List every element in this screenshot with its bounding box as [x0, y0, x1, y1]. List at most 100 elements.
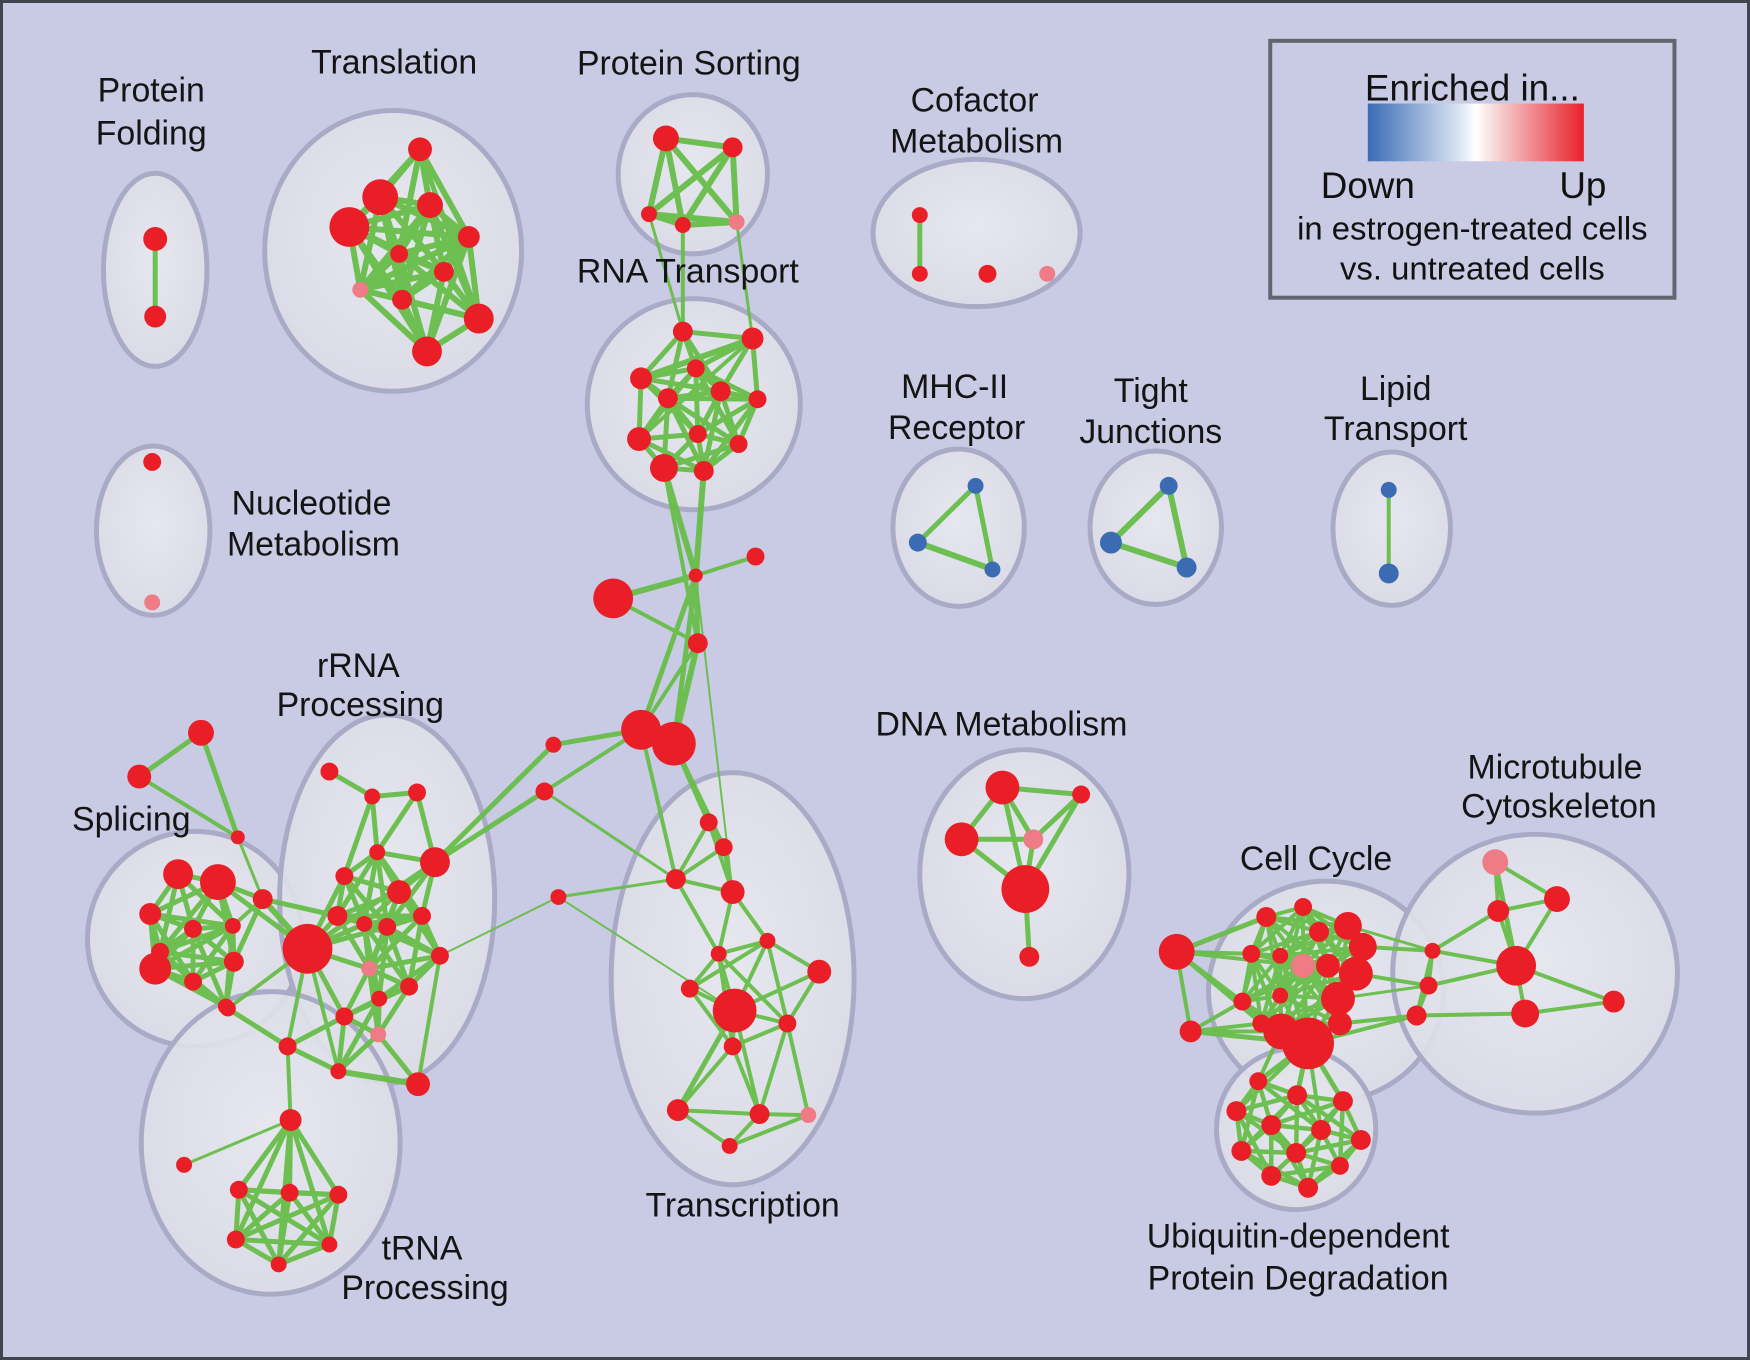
- network-node-tr-1[interactable]: [362, 179, 399, 216]
- network-node-cc-5[interactable]: [1333, 911, 1362, 940]
- network-node-cc-0[interactable]: [1158, 933, 1195, 970]
- network-node-cc-10[interactable]: [1316, 953, 1340, 978]
- network-node-tc-3[interactable]: [720, 880, 745, 905]
- network-node-rr-8[interactable]: [356, 915, 373, 932]
- network-node-tc-12[interactable]: [749, 1104, 770, 1125]
- network-node-ub-4[interactable]: [1261, 1115, 1282, 1135]
- network-node-ub-7[interactable]: [1231, 1140, 1252, 1161]
- network-node-bj-4[interactable]: [621, 709, 661, 750]
- network-node-sp-4[interactable]: [224, 917, 241, 934]
- network-node-ou-2[interactable]: [230, 830, 245, 845]
- network-node-cm-3[interactable]: [1039, 265, 1056, 282]
- network-node-rt-11[interactable]: [693, 460, 714, 481]
- network-node-tc-5[interactable]: [710, 945, 727, 962]
- network-node-tj-1[interactable]: [1100, 531, 1122, 554]
- network-node-ps-0[interactable]: [652, 125, 679, 152]
- network-node-lt-1[interactable]: [1378, 563, 1399, 584]
- network-node-cc-7[interactable]: [1242, 944, 1261, 963]
- network-node-bj-7[interactable]: [535, 782, 554, 801]
- network-node-tc-0[interactable]: [665, 869, 686, 890]
- network-node-rr-0[interactable]: [320, 762, 339, 781]
- network-node-mt-1[interactable]: [1544, 886, 1570, 912]
- network-node-tc-8[interactable]: [712, 988, 757, 1033]
- network-node-lt-0[interactable]: [1380, 481, 1397, 498]
- network-node-tj-2[interactable]: [1176, 557, 1197, 578]
- network-node-rr-5[interactable]: [387, 880, 412, 905]
- network-node-dm-0[interactable]: [985, 770, 1020, 805]
- network-node-cc-6[interactable]: [1348, 932, 1377, 961]
- network-node-rr-12[interactable]: [361, 960, 378, 977]
- network-node-rr-15[interactable]: [371, 990, 388, 1007]
- network-node-cm-2[interactable]: [978, 264, 997, 283]
- network-node-mt-3[interactable]: [1424, 942, 1441, 959]
- network-node-rr-11[interactable]: [282, 923, 333, 974]
- network-node-cc-12[interactable]: [1233, 992, 1252, 1011]
- network-node-cc-9[interactable]: [1291, 953, 1316, 978]
- network-node-tn-3[interactable]: [329, 1185, 348, 1204]
- network-node-ub-10[interactable]: [1261, 1165, 1282, 1186]
- network-node-rr-1[interactable]: [364, 788, 381, 805]
- network-node-ps-1[interactable]: [722, 137, 743, 158]
- network-node-mhc-2[interactable]: [984, 561, 1001, 578]
- network-node-ub-8[interactable]: [1286, 1142, 1307, 1163]
- network-node-tr-6[interactable]: [433, 261, 454, 282]
- network-node-rt-3[interactable]: [630, 367, 652, 390]
- network-node-rr-20[interactable]: [406, 1072, 430, 1097]
- network-node-tn-2[interactable]: [280, 1183, 299, 1202]
- network-node-mhc-1[interactable]: [908, 533, 927, 552]
- network-node-rt-10[interactable]: [649, 454, 678, 482]
- network-node-dm-5[interactable]: [1019, 946, 1040, 967]
- network-node-ub-9[interactable]: [1330, 1156, 1349, 1175]
- network-node-bj-3[interactable]: [687, 633, 708, 654]
- network-node-ub-1[interactable]: [1287, 1085, 1308, 1106]
- network-node-ub-0[interactable]: [1249, 1072, 1268, 1091]
- network-node-rt-0[interactable]: [672, 321, 693, 342]
- network-node-ub-2[interactable]: [1332, 1091, 1353, 1112]
- network-node-tr-5[interactable]: [390, 244, 409, 263]
- network-node-ub-11[interactable]: [1298, 1177, 1319, 1198]
- network-node-rt-1[interactable]: [741, 327, 764, 350]
- network-node-cm-0[interactable]: [911, 207, 928, 224]
- network-node-ub-3[interactable]: [1226, 1101, 1247, 1122]
- network-node-rr-3[interactable]: [369, 844, 386, 861]
- network-node-ps-3[interactable]: [674, 217, 691, 233]
- network-node-bj-0[interactable]: [688, 568, 703, 583]
- network-node-bj-2[interactable]: [593, 578, 634, 619]
- network-node-cc-18[interactable]: [1263, 1013, 1300, 1050]
- network-node-rr-21[interactable]: [330, 1063, 347, 1080]
- network-node-rt-7[interactable]: [627, 427, 651, 452]
- network-node-cc-14[interactable]: [1321, 981, 1355, 1016]
- network-node-rr-14[interactable]: [400, 977, 419, 996]
- network-node-tr-2[interactable]: [329, 207, 370, 247]
- network-node-tc-13[interactable]: [800, 1107, 817, 1124]
- network-node-cc-4[interactable]: [1309, 921, 1329, 942]
- network-node-rr-18[interactable]: [278, 1037, 297, 1056]
- network-node-sp-0[interactable]: [163, 859, 194, 890]
- network-node-ub-5[interactable]: [1311, 1120, 1331, 1140]
- network-node-tc-6[interactable]: [807, 959, 832, 984]
- network-node-rr-16[interactable]: [335, 1007, 354, 1026]
- network-node-rr-22[interactable]: [370, 1026, 387, 1043]
- network-node-bj-6[interactable]: [545, 736, 562, 753]
- network-node-sp-1[interactable]: [199, 864, 236, 901]
- network-node-tr-8[interactable]: [392, 289, 413, 310]
- network-node-cc-13[interactable]: [1272, 987, 1289, 1004]
- network-node-tn-0[interactable]: [279, 1109, 302, 1132]
- network-node-mt-6[interactable]: [1406, 1005, 1427, 1026]
- network-node-mhc-0[interactable]: [967, 477, 984, 494]
- network-node-tr-4[interactable]: [457, 226, 480, 248]
- network-node-tc-2[interactable]: [714, 838, 733, 857]
- network-node-tc-1[interactable]: [699, 813, 718, 832]
- network-node-tc-7[interactable]: [680, 979, 699, 998]
- network-node-cc-11[interactable]: [1338, 956, 1373, 991]
- network-node-dm-1[interactable]: [1072, 785, 1091, 804]
- network-node-rt-9[interactable]: [729, 435, 748, 454]
- network-node-mt-0[interactable]: [1482, 849, 1509, 876]
- network-node-tc-11[interactable]: [666, 1099, 689, 1122]
- network-node-ou-1[interactable]: [127, 764, 152, 789]
- network-node-tr-7[interactable]: [352, 281, 369, 298]
- network-node-nm-0[interactable]: [143, 453, 162, 471]
- network-node-pf-0[interactable]: [143, 227, 168, 251]
- network-node-tj-0[interactable]: [1159, 476, 1178, 495]
- network-node-ps-4[interactable]: [728, 214, 745, 230]
